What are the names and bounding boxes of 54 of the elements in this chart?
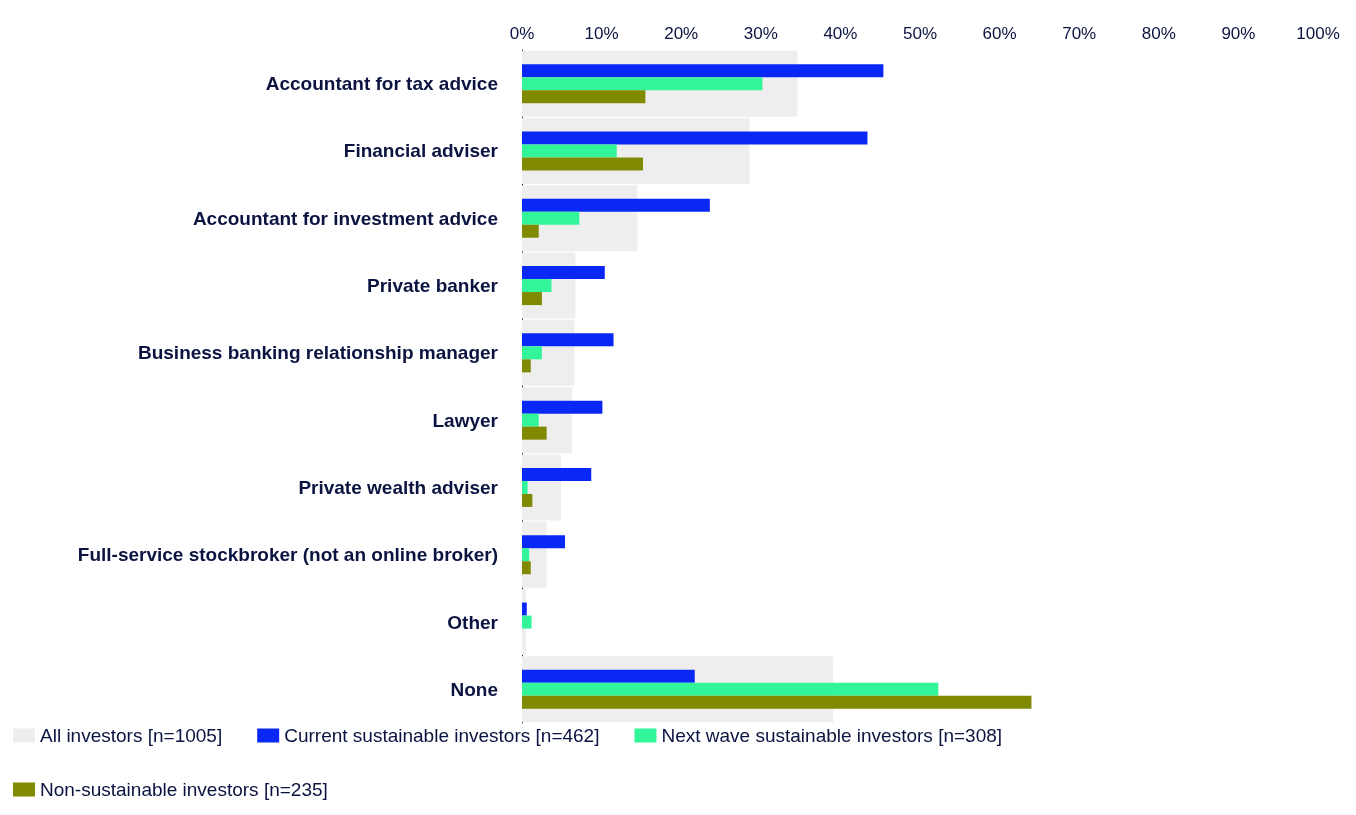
y-tick-label: Other xyxy=(447,611,499,633)
x-tick-label: 100% xyxy=(1296,24,1340,43)
y-tick-label: Business banking relationship manager xyxy=(137,342,499,364)
y-tick-label: Accountant for investment advice xyxy=(192,207,498,229)
bar xyxy=(522,669,695,683)
legend-label: Next wave sustainable investors [n=308] xyxy=(661,725,1003,746)
bar xyxy=(522,131,868,145)
legend-label: Current sustainable investors [n=462] xyxy=(284,725,600,746)
bar xyxy=(522,493,533,507)
bar xyxy=(522,480,528,494)
bar xyxy=(522,77,763,91)
x-tick-label: 10% xyxy=(584,24,619,43)
y-tick-label: Private banker xyxy=(367,275,499,297)
bar xyxy=(522,279,552,293)
x-tick-label: 30% xyxy=(743,24,778,43)
bar xyxy=(522,615,532,629)
bar xyxy=(522,211,580,225)
x-tick-label: 0% xyxy=(509,24,535,43)
y-tick-label: Accountant for tax advice xyxy=(265,73,498,95)
bar xyxy=(522,695,1032,709)
x-tick-label: 60% xyxy=(982,24,1017,43)
bar xyxy=(522,413,539,427)
bar xyxy=(522,467,592,481)
bar xyxy=(522,682,939,696)
bar xyxy=(522,198,710,212)
y-tick-label: Full-service stockbroker (not an online broker) xyxy=(77,544,498,566)
y-tick-label: Lawyer xyxy=(432,409,499,431)
bar xyxy=(522,400,603,414)
bar xyxy=(522,535,565,549)
y-tick-label: Financial adviser xyxy=(343,140,499,162)
bar xyxy=(522,333,614,347)
bar xyxy=(522,561,531,575)
bar xyxy=(522,64,884,78)
bar xyxy=(522,548,530,562)
y-tick-label: Private wealth adviser xyxy=(298,476,499,498)
bar xyxy=(522,90,646,104)
x-tick-label: 50% xyxy=(902,24,938,43)
x-tick-label: 70% xyxy=(1062,24,1097,43)
bar xyxy=(522,224,539,238)
x-tick-label: 90% xyxy=(1221,24,1256,43)
legend-label: All investors [n=1005] xyxy=(40,725,223,746)
bar xyxy=(522,346,542,360)
bar xyxy=(522,266,605,280)
bar xyxy=(522,359,531,373)
legend-label: Non-sustainable investors [n=235] xyxy=(40,779,328,800)
bar xyxy=(522,144,617,158)
x-tick-label: 40% xyxy=(823,24,858,43)
bar xyxy=(522,292,542,306)
x-tick-label: 80% xyxy=(1141,24,1176,43)
x-tick-label: 20% xyxy=(664,24,699,43)
bar xyxy=(522,157,643,171)
bar xyxy=(522,426,547,440)
bar xyxy=(522,602,527,616)
y-tick-label: None xyxy=(450,678,498,700)
